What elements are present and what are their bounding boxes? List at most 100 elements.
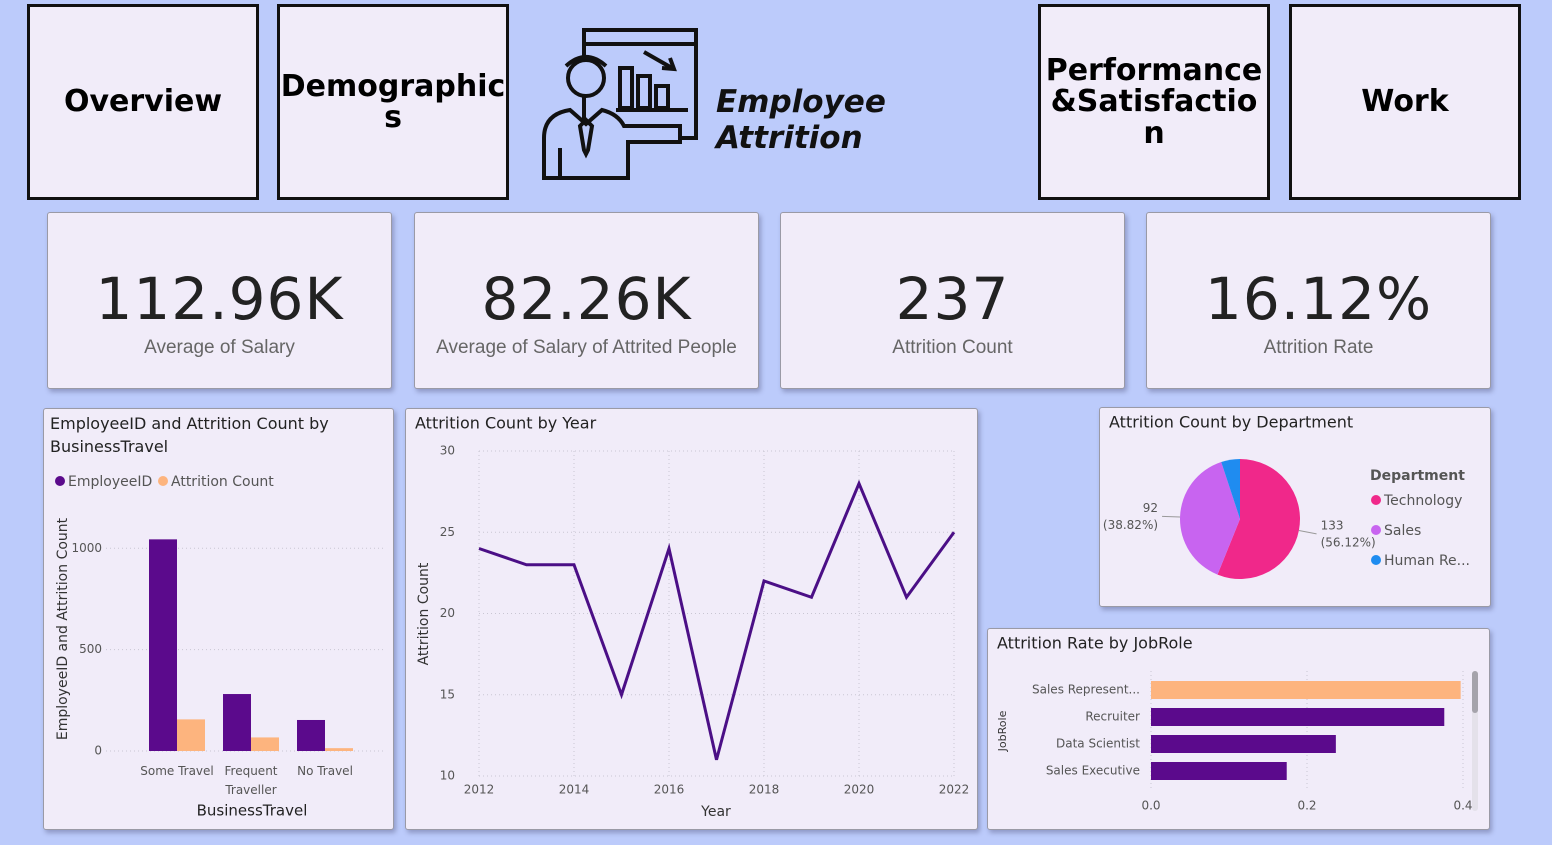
y-tick-label: Recruiter [1085, 710, 1140, 724]
x-tick-label: 2022 [939, 783, 970, 797]
chart-title-box: EmployeeID and Attrition Count by Busine… [50, 414, 329, 456]
icon-arrow [643, 50, 673, 70]
bar [251, 737, 279, 751]
hbar-chart: Attrition Rate by JobRole 0.0 0.2 0.4 Sales … [987, 628, 1490, 830]
line [478, 479, 956, 761]
x-tick-box: No Travel [297, 764, 353, 778]
icon-arrow-head [661, 57, 677, 72]
bar [297, 719, 325, 751]
y-tick-label: Sales Represent... [1032, 683, 1140, 697]
pie-slice [1217, 459, 1300, 579]
kpi-value: 237 [895, 265, 1010, 333]
legend-label: Attrition Count [171, 474, 274, 490]
chart-title: Attrition Count by Year [415, 414, 597, 433]
y-tick-label: 15 [440, 687, 455, 701]
y-tick-label: 10 [440, 769, 455, 783]
x-axis-title: Year [700, 804, 731, 820]
pie-slice [1180, 462, 1240, 575]
leader-line [1298, 529, 1317, 535]
y-tick-label: 0 [94, 744, 102, 758]
bar [1151, 681, 1461, 699]
kpi-label: Attrition Count [892, 337, 1013, 358]
pie-chart: Attrition Count by Department 133 (56.12%)… [1099, 407, 1491, 607]
y-tick-label: 30 [440, 444, 455, 458]
nav-button[interactable]: Demographics [277, 4, 509, 200]
line-chart: Attrition Count by Year 10 15 20 25 30 2012 201… [405, 408, 978, 830]
legend-marker [1371, 495, 1381, 505]
kpi-value: 16.12% [1204, 265, 1433, 333]
y-axis-title: Attrition Count [416, 562, 432, 665]
kpi-card: 82.26K Average of Salary of Attrited Peop… [414, 212, 759, 389]
y-tick-label: 20 [440, 606, 455, 620]
icon-head [566, 58, 606, 98]
y-axis-title: JobRole [996, 710, 1009, 752]
legend-marker [55, 476, 65, 486]
nav-button[interactable]: Performance &Satisfaction [1038, 4, 1270, 200]
x-tick-label: No Travel [297, 764, 353, 778]
bar-chart: EmployeeID and Attrition Count by Busine… [43, 408, 394, 830]
kpi-card: 237 Attrition Count [780, 212, 1125, 389]
legend-label: EmployeeID [68, 474, 152, 490]
presenter-icon [542, 28, 698, 180]
x-tick-label: 2016 [654, 783, 685, 797]
icon-body [542, 107, 682, 180]
x-tick-box: Frequent Traveller [224, 764, 278, 797]
data-label: 133 [1321, 518, 1344, 532]
kpi-label: Attrition Rate [1263, 337, 1374, 358]
chart-title: Attrition Rate by JobRole [997, 634, 1193, 653]
legend-label: Human Re... [1384, 553, 1470, 569]
legend-marker [158, 476, 168, 486]
legend-marker [1371, 525, 1381, 535]
kpi-label: Average of Salary [144, 337, 295, 358]
bar [149, 539, 177, 751]
x-tick-label: 0.0 [1141, 799, 1160, 813]
y-tick-label: 500 [79, 642, 102, 656]
legend-label: Sales [1384, 523, 1421, 539]
icon-bar [618, 66, 634, 110]
dashboard-title: Employee Attrition [716, 84, 886, 156]
nav-button[interactable]: Work [1289, 4, 1521, 200]
x-tick-label: Some Travel [140, 764, 214, 778]
x-tick-label: 0.2 [1297, 799, 1316, 813]
x-tick-label: 0.4 [1453, 799, 1472, 813]
icon-bar [636, 74, 652, 110]
x-tick-label: 2014 [559, 783, 590, 797]
bar [1151, 708, 1445, 726]
legend-label: Technology [1383, 493, 1462, 509]
data-label: (56.12%) [1321, 535, 1376, 549]
kpi-card: 16.12% Attrition Rate [1146, 212, 1491, 389]
x-tick-label: 2018 [749, 783, 780, 797]
y-tick-label: Data Scientist [1056, 737, 1140, 751]
y-axis-title: EmployeeID and Attrition Count [55, 517, 71, 740]
kpi-label: Average of Salary of Attrited People [436, 337, 737, 358]
x-tick-label: 2012 [464, 783, 495, 797]
chart-title: EmployeeID and Attrition Count by Busine… [50, 414, 329, 456]
legend-marker [1371, 555, 1381, 565]
x-tick-box: Some Travel [140, 764, 214, 778]
x-tick-label: Frequent Traveller [224, 764, 278, 797]
x-tick-label: 2020 [844, 783, 875, 797]
scrollbar-thumb [1472, 671, 1478, 713]
bar [1151, 735, 1336, 753]
data-label: 92 [1143, 501, 1158, 515]
kpi-value: 82.26K [481, 265, 692, 333]
data-label: (38.82%) [1103, 518, 1158, 532]
y-tick-label: 25 [440, 525, 455, 539]
pie-slice [1221, 459, 1240, 519]
nav-button[interactable]: Overview [27, 4, 259, 200]
legend-title: Department [1370, 468, 1465, 484]
icon-tie [577, 117, 595, 159]
bar [325, 748, 353, 751]
chart-title: Attrition Count by Department [1109, 413, 1353, 432]
bar [1151, 762, 1287, 780]
kpi-value: 112.96K [95, 265, 344, 333]
bar [223, 694, 251, 751]
bar [177, 719, 205, 751]
y-tick-label: Sales Executive [1046, 764, 1140, 778]
icon-bar [654, 84, 670, 110]
icon-hair [564, 55, 608, 68]
kpi-card: 112.96K Average of Salary [47, 212, 392, 389]
leader-line [1162, 515, 1181, 518]
y-tick-label: 1000 [71, 541, 102, 555]
